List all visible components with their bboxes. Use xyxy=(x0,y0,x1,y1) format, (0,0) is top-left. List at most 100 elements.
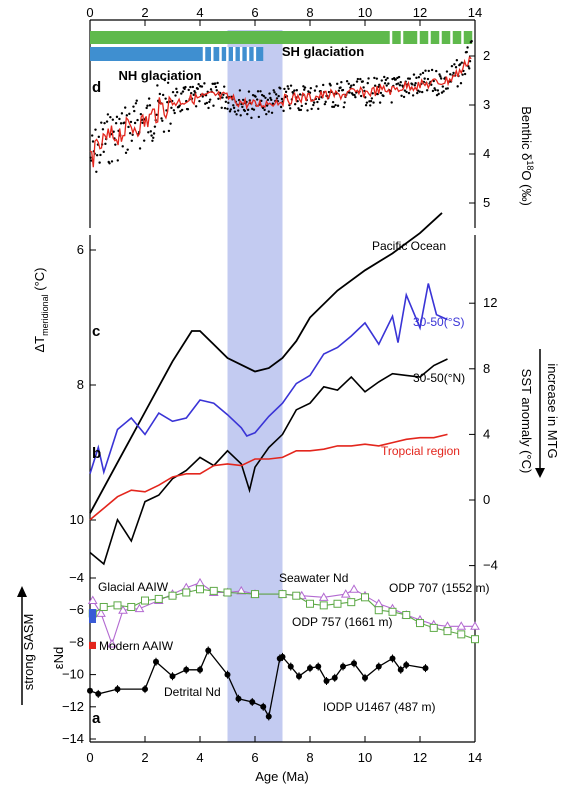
d18o-point xyxy=(147,97,151,100)
d18o-point xyxy=(364,103,368,107)
d18o-point xyxy=(133,109,136,113)
d18o-point xyxy=(120,112,124,115)
d18o-point xyxy=(158,92,162,96)
d18o-point xyxy=(370,97,374,100)
d18o-point xyxy=(132,105,135,108)
iodp-marker xyxy=(375,663,382,670)
odp707-marker xyxy=(470,621,480,630)
benthic-d18o-smooth-line xyxy=(89,55,472,168)
d18o-point xyxy=(453,63,456,66)
sh-bar-gap xyxy=(439,31,442,44)
d18o-point xyxy=(284,90,288,94)
d18o-point xyxy=(175,91,179,94)
d18o-point xyxy=(246,112,249,116)
d18o-point xyxy=(309,86,313,90)
d18o-point xyxy=(279,87,282,90)
d18o-point xyxy=(459,82,463,85)
glacial-aaiw-marker xyxy=(89,609,96,623)
x-bottom-tick-label: 6 xyxy=(251,750,258,765)
d18o-point xyxy=(440,91,444,94)
panel-d-y-tick-label: 5 xyxy=(483,195,490,210)
d18o-point xyxy=(265,104,269,107)
sh-bar-gap xyxy=(428,31,431,44)
d18o-point xyxy=(369,100,373,103)
panel-d-y-axis: 2 3 4 5 xyxy=(469,48,490,210)
d18o-point xyxy=(228,110,232,113)
d18o-point xyxy=(310,107,313,111)
iodp-marker xyxy=(323,678,330,685)
d18o-point xyxy=(125,114,129,117)
panel-b-letter: b xyxy=(92,445,101,462)
d18o-point xyxy=(170,106,173,110)
d18o-point xyxy=(217,97,220,100)
d18o-point xyxy=(378,101,382,104)
d18o-point xyxy=(241,105,244,109)
odp757-marker xyxy=(388,607,397,616)
sst-anomaly-lines xyxy=(89,283,448,566)
d18o-point xyxy=(173,111,176,115)
d18o-point xyxy=(141,121,144,125)
d18o-point xyxy=(461,73,464,76)
sh-bar-gap xyxy=(389,31,393,44)
d18o-point xyxy=(385,84,388,87)
odp757-marker xyxy=(347,598,356,607)
panel-d-y-tick-label: 3 xyxy=(483,97,490,112)
d18o-point xyxy=(186,108,190,111)
benthic-d18o-points xyxy=(89,39,473,174)
d18o-point xyxy=(299,108,303,112)
x-top-tick-label: 6 xyxy=(251,5,258,20)
d18o-point xyxy=(162,130,166,133)
south-label: 30-50(°S) xyxy=(413,315,465,329)
d18o-point xyxy=(439,75,442,78)
d18o-point xyxy=(105,120,109,123)
d18o-point xyxy=(465,50,468,54)
d18o-point xyxy=(394,78,397,81)
d18o-point xyxy=(134,102,138,105)
panel-b-y-tick-label: 8 xyxy=(483,361,490,376)
odp707-marker xyxy=(134,603,145,613)
odp757-marker xyxy=(471,635,479,644)
d18o-point xyxy=(336,82,339,86)
d18o-point xyxy=(233,110,237,113)
x-bottom-tick-label: 4 xyxy=(196,750,203,765)
d18o-point xyxy=(289,107,292,110)
d18o-point xyxy=(280,97,284,101)
d18o-point xyxy=(237,109,240,112)
d18o-point xyxy=(331,100,335,104)
d18o-point xyxy=(216,81,219,85)
x-axis-bottom: 0 2 4 6 8 10 12 14 xyxy=(86,736,482,765)
iodp-marker xyxy=(235,695,242,702)
d18o-point xyxy=(432,79,435,83)
odp757-marker xyxy=(99,602,108,611)
axes-frame xyxy=(89,19,476,743)
x-axis-top: 0 2 4 6 8 10 12 14 xyxy=(86,5,482,26)
x-top-tick-label: 14 xyxy=(468,5,482,20)
d18o-point xyxy=(454,66,458,69)
d18o-point xyxy=(129,120,133,124)
d18o-point xyxy=(171,90,175,94)
d18o-point xyxy=(306,109,309,112)
d18o-point xyxy=(223,85,226,88)
glacial-aaiw-label: Glacial AAIW xyxy=(98,580,169,594)
d18o-point xyxy=(375,77,379,80)
d18o-point xyxy=(337,89,341,92)
odp757-marker xyxy=(168,591,177,600)
d18o-point xyxy=(365,101,369,104)
panel-a-ylabel2: strong SASM xyxy=(21,614,36,691)
d18o-point xyxy=(350,84,353,87)
odp707-marker xyxy=(373,598,384,608)
d18o-point xyxy=(94,128,97,131)
odp757-marker xyxy=(113,601,122,610)
d18o-point xyxy=(332,105,336,109)
d18o-point xyxy=(256,90,260,93)
iodp-u1467-label: IODP U1467 (487 m) xyxy=(323,700,436,714)
nh-glaciation-label: NH glaciation xyxy=(118,68,201,83)
d18o-point xyxy=(169,122,172,125)
d18o-point xyxy=(452,71,455,75)
d18o-point xyxy=(225,96,228,99)
x-top-tick-label: 12 xyxy=(413,5,427,20)
d18o-point xyxy=(425,89,429,92)
d18o-point xyxy=(436,89,440,92)
odp757-marker xyxy=(361,593,369,602)
d18o-point xyxy=(356,77,360,81)
